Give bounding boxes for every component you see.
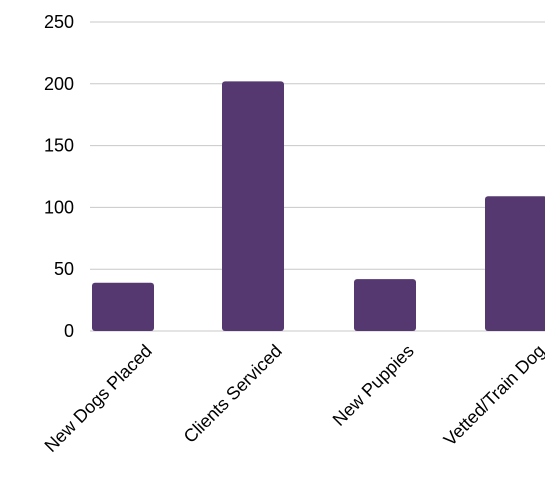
x-category-label: Clients Serviced — [180, 341, 286, 447]
bar-new-puppies — [354, 279, 416, 331]
bar-clients-serviced — [222, 81, 284, 331]
x-category-label: New Puppies — [329, 341, 418, 430]
bars — [92, 81, 545, 331]
bar-vetted-train-dog — [485, 196, 545, 331]
gridlines — [90, 21, 545, 332]
y-tick-label: 250 — [44, 12, 74, 32]
x-axis-category-labels: New Dogs Placed Clients Serviced New Puppi… — [41, 341, 545, 456]
y-tick-label: 150 — [44, 136, 74, 156]
y-tick-label: 0 — [64, 321, 74, 341]
y-tick-label: 200 — [44, 74, 74, 94]
x-category-label: New Dogs Placed — [41, 341, 156, 456]
y-tick-label: 100 — [44, 197, 74, 217]
bar-new-dogs-placed — [92, 282, 154, 331]
y-axis-tick-labels: 0 50 100 150 200 250 — [44, 12, 74, 341]
x-category-label: Vetted/Train Dog — [440, 341, 545, 450]
y-tick-label: 50 — [54, 259, 74, 279]
